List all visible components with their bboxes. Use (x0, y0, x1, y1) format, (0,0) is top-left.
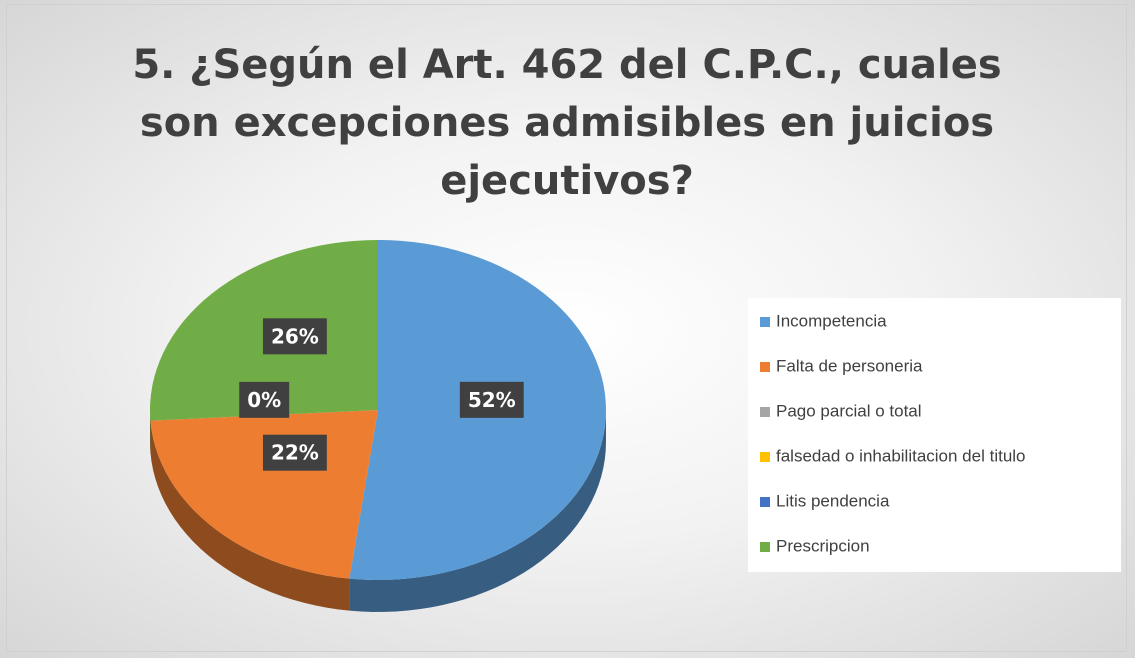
legend-swatch (760, 317, 770, 327)
legend-label: Prescripcion (776, 536, 870, 555)
legend-label: Incompetencia (776, 311, 887, 330)
chart-title: 5. ¿Según el Art. 462 del C.P.C., cuales… (132, 42, 1002, 204)
legend-label: Pago parcial o total (776, 401, 922, 420)
data-label-box (262, 434, 327, 471)
legend-swatch (760, 542, 770, 552)
pie-slice-side (349, 410, 606, 612)
legend-box (748, 298, 1121, 572)
data-label-box (262, 318, 327, 355)
legend-label: Falta de personeria (776, 356, 923, 375)
data-label: 52% (468, 388, 516, 412)
data-label-box (239, 381, 290, 418)
pie-slice-side (150, 420, 350, 611)
chart-frame (6, 4, 1127, 652)
data-label-box (459, 381, 524, 418)
legend-label: falsedad o inhabilitacion del titulo (776, 446, 1026, 465)
pie-tops (150, 240, 606, 580)
legend-label: Litis pendencia (776, 491, 890, 510)
pie-sides (150, 410, 606, 612)
data-label: 22% (271, 441, 319, 465)
data-labels: 52% 22% 0% 26% (239, 318, 524, 471)
legend-swatch (760, 452, 770, 462)
legend-swatch (760, 362, 770, 372)
data-label: 26% (271, 324, 319, 348)
legend-swatch (760, 407, 770, 417)
data-label: 0% (247, 388, 281, 412)
legend-swatch (760, 497, 770, 507)
